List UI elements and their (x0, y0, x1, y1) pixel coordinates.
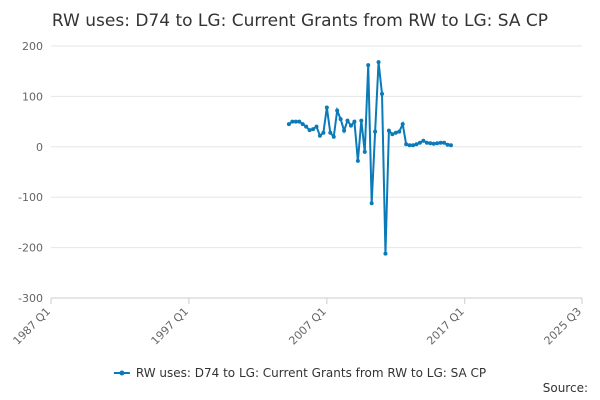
y-tick-label: 0 (36, 141, 43, 154)
data-point (380, 91, 385, 96)
data-point (317, 133, 322, 138)
data-point (328, 130, 333, 135)
x-tick-label: 2017 Q1 (424, 305, 467, 348)
data-point (428, 141, 433, 146)
data-point (366, 63, 371, 68)
chart-title: RW uses: D74 to LG: Current Grants from … (52, 11, 548, 31)
data-point (304, 124, 309, 129)
x-tick-label: 2007 Q1 (286, 305, 329, 348)
data-point (338, 117, 343, 122)
data-point (297, 119, 302, 124)
data-point (386, 128, 391, 133)
data-point (400, 122, 405, 127)
data-point (348, 123, 353, 128)
data-point (442, 140, 447, 145)
data-point (431, 141, 436, 146)
data-point (448, 143, 453, 148)
legend-label: RW uses: D74 to LG: Current Grants from … (136, 366, 486, 380)
data-point (321, 130, 326, 135)
data-point (417, 140, 422, 145)
x-tick-label: 2025 Q3 (542, 305, 585, 348)
data-point (373, 129, 378, 134)
series-line (288, 62, 452, 254)
y-tick-label: -300 (18, 292, 43, 305)
data-point (414, 142, 419, 147)
data-point (390, 132, 395, 137)
data-point (424, 140, 429, 145)
data-point (383, 251, 388, 256)
legend-marker (119, 370, 125, 376)
data-point (290, 119, 295, 124)
data-point (324, 105, 329, 110)
data-point (345, 118, 350, 123)
data-point (331, 134, 336, 139)
data-point (342, 128, 347, 133)
data-point (314, 124, 319, 129)
data-point (407, 143, 412, 148)
data-point (359, 118, 364, 123)
data-point (397, 129, 402, 134)
data-point (404, 142, 409, 147)
data-point (445, 142, 450, 147)
data-point (421, 138, 426, 143)
x-tick-label: 1987 Q1 (11, 305, 54, 348)
data-point (335, 108, 340, 113)
y-tick-label: -100 (18, 191, 43, 204)
y-tick-label: 200 (22, 40, 43, 53)
data-point (293, 119, 298, 124)
data-point (307, 128, 312, 133)
data-point (355, 158, 360, 163)
data-point (435, 141, 440, 146)
data-point (300, 122, 305, 127)
data-point (352, 119, 357, 124)
x-tick-label: 1997 Q1 (149, 305, 192, 348)
source: Source: (543, 381, 588, 395)
data-point (286, 122, 291, 127)
data-point (438, 140, 443, 145)
data-point (411, 143, 416, 148)
data-point (393, 130, 398, 135)
y-tick-label: -200 (18, 242, 43, 255)
y-tick-label: 100 (22, 90, 43, 103)
data-point (369, 201, 374, 206)
data-point (376, 60, 381, 65)
data-point (362, 149, 367, 154)
data-point (311, 127, 316, 132)
